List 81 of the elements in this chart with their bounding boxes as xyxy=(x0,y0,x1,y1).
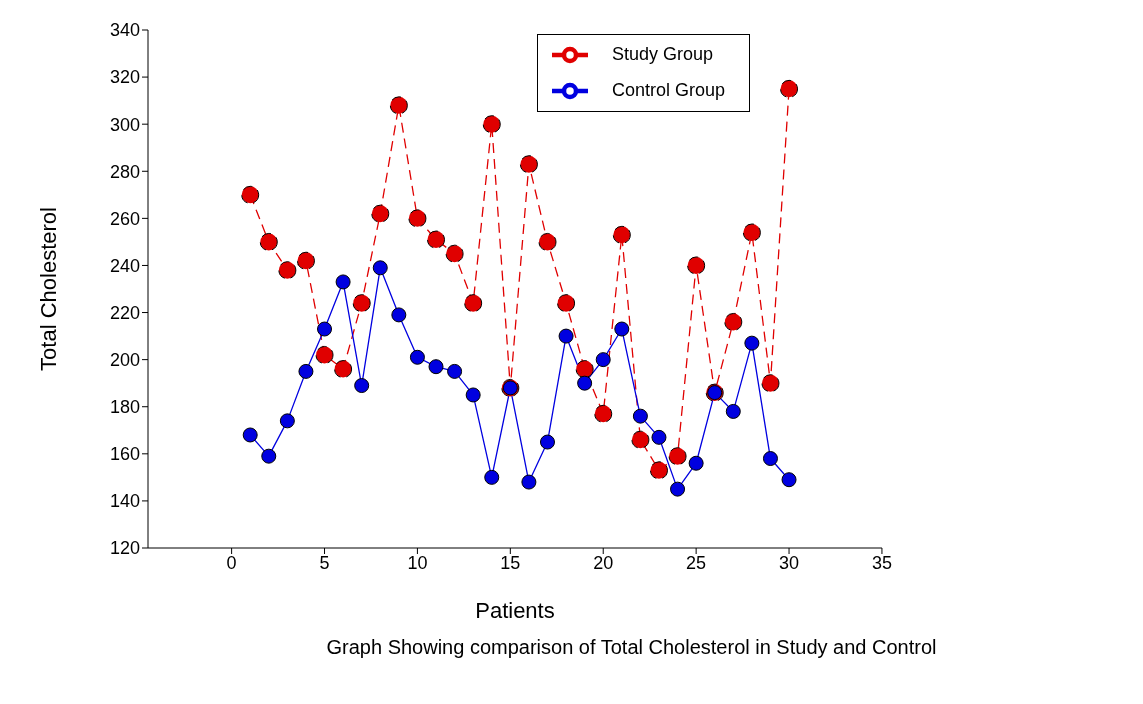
point xyxy=(781,472,797,488)
point xyxy=(242,427,258,443)
point xyxy=(668,447,687,466)
point xyxy=(761,374,780,393)
y-tick-label: 340 xyxy=(109,20,140,41)
y-tick-label: 240 xyxy=(109,255,140,276)
point xyxy=(482,115,501,134)
point xyxy=(428,359,444,375)
point xyxy=(296,251,315,270)
y-tick-label: 120 xyxy=(109,538,140,559)
x-tick-label: 30 xyxy=(779,552,800,573)
legend-label: Study Group xyxy=(611,43,713,64)
x-tick-label: 10 xyxy=(407,552,428,573)
point xyxy=(334,360,353,379)
point xyxy=(538,232,557,251)
x-tick-label: 20 xyxy=(593,552,614,573)
point xyxy=(408,209,427,228)
point xyxy=(279,413,295,429)
point xyxy=(651,429,667,445)
point xyxy=(352,294,371,313)
point xyxy=(539,434,555,450)
point xyxy=(594,404,613,423)
point xyxy=(445,244,464,263)
y-tick-label: 220 xyxy=(109,302,140,323)
point xyxy=(464,294,483,313)
point xyxy=(298,363,314,379)
text: Graph Showing comparison of Total Cholesterol in Study and Control xyxy=(325,636,938,659)
y-tick-label: 180 xyxy=(109,397,140,418)
point xyxy=(724,312,743,331)
point xyxy=(465,387,481,403)
point xyxy=(371,204,390,223)
y-tick-label: 160 xyxy=(109,444,140,465)
point xyxy=(391,307,407,323)
point xyxy=(631,430,650,449)
point xyxy=(558,328,574,344)
y-tick-label: 320 xyxy=(109,67,140,88)
x-tick-label: 25 xyxy=(686,552,707,573)
point xyxy=(725,403,741,419)
point xyxy=(519,155,538,174)
y-tick-label: 140 xyxy=(109,491,140,512)
point xyxy=(409,349,425,365)
point xyxy=(742,223,761,242)
point xyxy=(484,469,500,485)
point xyxy=(427,230,445,249)
point xyxy=(577,375,593,391)
legend-label: Control Group xyxy=(611,79,725,100)
point xyxy=(557,294,576,313)
point xyxy=(278,261,297,280)
point xyxy=(744,335,760,351)
point xyxy=(261,448,277,464)
point xyxy=(259,232,278,251)
point xyxy=(575,360,594,379)
point xyxy=(688,455,704,471)
y-tick-label: 300 xyxy=(109,114,140,135)
point xyxy=(241,185,260,204)
point xyxy=(389,96,408,115)
point xyxy=(670,481,686,497)
point xyxy=(521,474,537,490)
point xyxy=(762,451,778,467)
point xyxy=(649,461,668,480)
y-axis-title: Total Cholesterol xyxy=(35,207,61,371)
y-tick-label: 260 xyxy=(109,208,140,229)
point xyxy=(780,79,799,98)
point xyxy=(317,321,333,337)
x-tick-label: 35 xyxy=(871,552,892,573)
point xyxy=(447,363,463,379)
point xyxy=(632,408,648,424)
x-tick-label: 5 xyxy=(319,552,330,573)
point xyxy=(687,256,706,275)
point xyxy=(614,321,630,337)
y-tick-label: 200 xyxy=(109,350,140,371)
point xyxy=(612,225,631,244)
point xyxy=(315,345,334,364)
x-tick-label: 15 xyxy=(500,552,521,573)
point xyxy=(595,352,611,368)
point xyxy=(372,260,388,276)
x-tick-label: 0 xyxy=(226,552,237,573)
point xyxy=(354,378,370,394)
x-axis-title: Patients xyxy=(475,598,555,623)
point xyxy=(335,274,351,290)
y-tick-label: 280 xyxy=(109,161,140,182)
